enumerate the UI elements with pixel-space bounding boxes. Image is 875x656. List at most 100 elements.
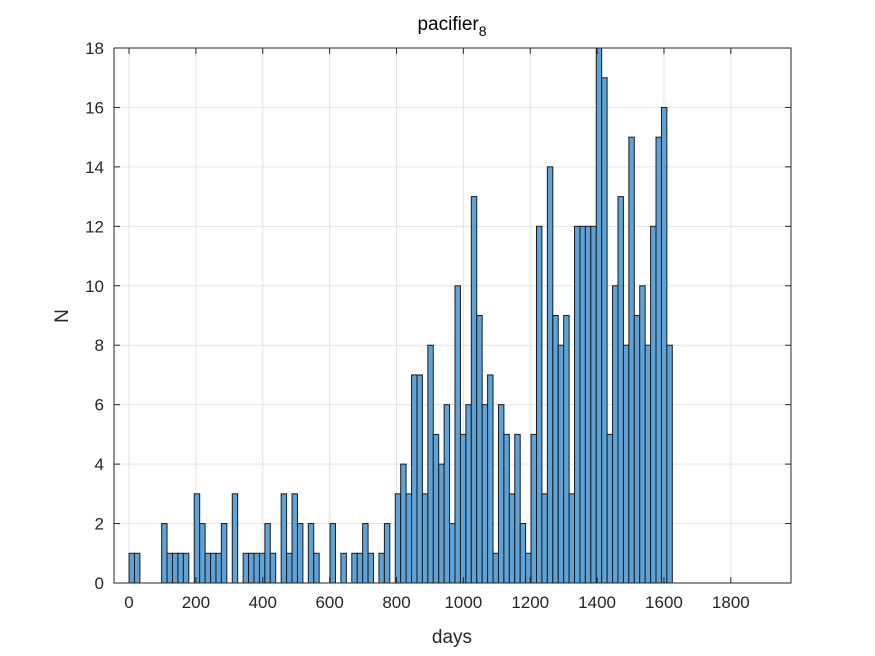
y-tick-label: 2 xyxy=(95,515,104,534)
histogram-bar xyxy=(367,552,375,584)
histogram-bar xyxy=(628,136,635,584)
histogram-bar xyxy=(199,523,206,584)
histogram-bar xyxy=(269,552,277,584)
histogram-bar xyxy=(307,523,315,584)
x-tick-label: 600 xyxy=(315,593,343,612)
y-tick-label: 6 xyxy=(95,396,104,415)
histogram-bar xyxy=(427,344,434,584)
histogram-bar xyxy=(541,493,548,584)
histogram-bar xyxy=(487,374,494,584)
y-tick-label: 0 xyxy=(95,574,104,593)
histogram-bar xyxy=(579,225,586,584)
y-tick-label: 4 xyxy=(95,455,104,474)
histogram-bar xyxy=(166,552,174,584)
histogram-bar xyxy=(231,493,239,584)
histogram-bar xyxy=(622,344,630,584)
y-tick-label: 16 xyxy=(85,98,104,117)
x-tick-label: 1600 xyxy=(645,593,683,612)
x-tick-label: 1400 xyxy=(578,593,616,612)
x-tick-label: 200 xyxy=(182,593,210,612)
histogram-bar xyxy=(470,196,478,584)
histogram-bar xyxy=(432,433,440,584)
histogram-bar xyxy=(606,433,614,584)
histogram-bar xyxy=(356,552,364,584)
y-tick-label: 8 xyxy=(95,336,104,355)
histogram-bar xyxy=(601,77,608,584)
histogram-bar xyxy=(313,552,320,584)
x-tick-label: 800 xyxy=(382,593,410,612)
histogram-bar xyxy=(666,344,673,584)
histogram-bar xyxy=(411,374,418,584)
histogram-bar xyxy=(405,493,413,584)
histogram-bar xyxy=(177,552,184,584)
histogram-bar xyxy=(286,552,293,584)
histogram-bar xyxy=(362,523,369,584)
histogram-bar xyxy=(248,552,255,584)
histogram-bar xyxy=(655,136,662,584)
plot-area-background xyxy=(114,48,791,583)
histogram-bar xyxy=(378,552,385,584)
chart-title: pacifier8 xyxy=(417,14,486,39)
histogram-bar xyxy=(492,552,499,584)
chart-title-main: pacifier xyxy=(417,14,479,35)
histogram-bar xyxy=(253,552,260,584)
histogram-bar xyxy=(133,552,141,584)
histogram-bar xyxy=(481,404,489,584)
histogram-bar xyxy=(546,166,554,584)
histogram-bar xyxy=(210,552,217,584)
x-tick-label: 1000 xyxy=(444,593,482,612)
histogram-bar xyxy=(530,433,538,584)
histogram-bar xyxy=(639,285,646,584)
y-tick-label: 14 xyxy=(85,158,104,177)
histogram-bars xyxy=(128,47,673,584)
histogram-bar xyxy=(340,552,347,584)
x-tick-label: 0 xyxy=(124,593,133,612)
x-tick-label: 1200 xyxy=(511,593,549,612)
histogram-bar xyxy=(351,552,358,584)
y-axis-label: N xyxy=(52,309,73,323)
y-tick-labels: 0 2 4 6 8 10 12 14 16 18 xyxy=(85,39,104,593)
histogram-bar xyxy=(416,374,423,584)
histogram-bar xyxy=(394,493,402,584)
histogram-bar xyxy=(329,523,336,584)
histogram-bar xyxy=(536,225,543,584)
histogram-bar xyxy=(563,315,570,584)
histogram-bar xyxy=(557,344,565,584)
histogram-bar xyxy=(220,523,228,584)
histogram-bar xyxy=(215,552,222,584)
histogram-bar xyxy=(595,47,603,584)
histogram-bar xyxy=(172,552,179,584)
x-tick-label: 1800 xyxy=(712,593,750,612)
histogram-bar xyxy=(660,106,668,584)
histogram-bar xyxy=(264,523,271,584)
histogram-bar xyxy=(421,493,429,584)
histogram-bar xyxy=(280,493,288,584)
histogram-bar xyxy=(650,225,657,584)
histogram-bar xyxy=(128,552,135,584)
y-tick-label: 10 xyxy=(85,277,104,296)
histogram-bar xyxy=(459,433,467,584)
histogram-bar xyxy=(204,552,212,584)
histogram-bar xyxy=(258,552,266,584)
y-tick-label: 18 xyxy=(85,39,104,58)
histogram-bar xyxy=(161,523,168,584)
histogram-bar xyxy=(497,404,505,584)
histogram-bar xyxy=(568,493,576,584)
histogram-bar xyxy=(633,315,641,584)
histogram-bar xyxy=(476,315,483,584)
histogram-bar xyxy=(291,493,298,584)
axes-box xyxy=(113,47,792,584)
histogram-bar xyxy=(519,523,527,584)
histogram-bar xyxy=(296,523,304,584)
histogram-bar xyxy=(617,196,624,584)
tick-marks xyxy=(114,47,791,584)
histogram-bar xyxy=(383,523,391,584)
histogram-bar xyxy=(193,493,201,584)
histogram-bar xyxy=(584,225,592,584)
histogram-bar xyxy=(242,552,250,584)
x-axis-label: days xyxy=(432,627,472,648)
histogram-bar xyxy=(438,463,445,584)
histogram-bar xyxy=(182,552,190,584)
histogram-bar xyxy=(574,225,581,584)
histogram-bar xyxy=(644,344,652,584)
